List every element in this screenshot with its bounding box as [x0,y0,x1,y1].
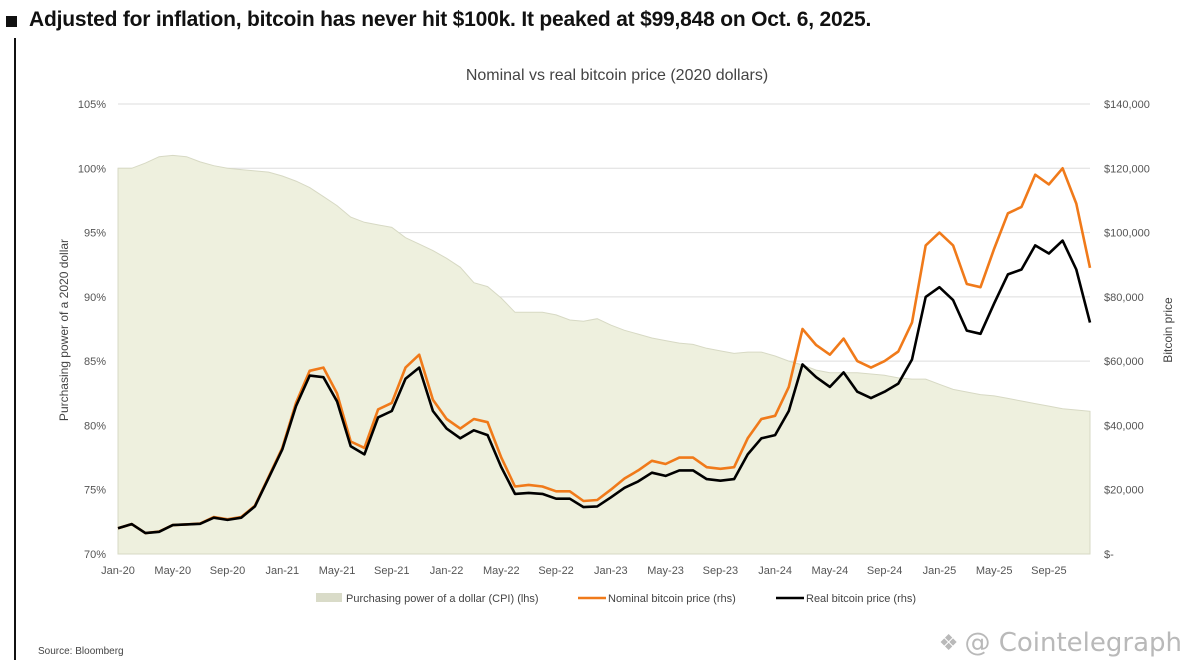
watermark-text: @ Cointelegraph [964,628,1182,658]
right-tick-label: $120,000 [1104,163,1150,175]
x-tick-label: May-23 [647,565,684,577]
price-lines [117,167,1092,535]
left-axis-title: Purchasing power of a 2020 dollar [57,239,71,421]
left-tick-label: 85% [84,356,106,368]
x-tick-label: May-25 [976,565,1013,577]
x-tick-label: May-22 [483,565,520,577]
headline-row: Adjusted for inflation, bitcoin has neve… [6,8,871,32]
left-tick-label: 95% [84,228,106,240]
x-tick-label: Sep-20 [210,565,245,577]
real-price-line [117,239,1092,535]
left-tick-label: 90% [84,292,106,304]
legend-label: Purchasing power of a dollar (CPI) (lhs) [346,593,539,605]
legend-label: Real bitcoin price (rhs) [806,593,916,605]
x-tick-label: Sep-23 [703,565,738,577]
right-tick-label: $140,000 [1104,99,1150,111]
legend-real: Real bitcoin price (rhs) [776,593,916,605]
x-tick-label: May-24 [812,565,849,577]
x-tick-label: Jan-20 [101,565,135,577]
left-axis-ticks: 105% 100% 95% 90% 85% 80% 75% 70% [78,99,106,561]
x-tick-label: Sep-22 [538,565,573,577]
x-tick-label: Jan-24 [758,565,792,577]
right-tick-label: $20,000 [1104,485,1144,497]
x-tick-label: May-20 [154,565,191,577]
x-tick-label: May-21 [319,565,356,577]
x-tick-label: Sep-21 [374,565,409,577]
x-tick-label: Jan-25 [923,565,957,577]
x-tick-label: Jan-23 [594,565,628,577]
x-tick-label: Sep-25 [1031,565,1066,577]
x-tick-label: Jan-22 [430,565,464,577]
left-tick-label: 75% [84,485,106,497]
legend-nominal: Nominal bitcoin price (rhs) [578,593,736,605]
left-tick-label: 80% [84,420,106,432]
left-rule [14,38,16,660]
right-tick-label: $80,000 [1104,292,1144,304]
right-tick-label: $60,000 [1104,356,1144,368]
legend-label: Nominal bitcoin price (rhs) [608,593,736,605]
right-tick-label: $40,000 [1104,420,1144,432]
watermark: ❖ @ Cointelegraph [939,628,1182,658]
legend: Purchasing power of a dollar (CPI) (lhs)… [316,593,916,605]
left-tick-label: 70% [84,549,106,561]
right-tick-label: $100,000 [1104,228,1150,240]
left-tick-label: 100% [78,163,106,175]
right-tick-label: $- [1104,549,1114,561]
chart-title: Nominal vs real bitcoin price (2020 doll… [466,67,768,84]
x-tick-label: Jan-21 [265,565,299,577]
headline-bullet-icon [6,15,17,27]
headline: Adjusted for inflation, bitcoin has neve… [29,8,872,31]
left-tick-label: 105% [78,99,106,111]
legend-cpi: Purchasing power of a dollar (CPI) (lhs) [316,593,539,605]
source-note: Source: Bloomberg [38,646,124,657]
cpi-area-series [117,154,1091,555]
x-tick-label: Sep-24 [867,565,902,577]
x-axis-ticks: Jan-20 May-20 Sep-20 Jan-21 May-21 Sep-21 Jan-… [101,565,1066,577]
cpi-area [117,154,1091,555]
right-axis-title: Bitcoin price [1161,297,1175,363]
binance-logo-icon: ❖ [938,630,959,656]
right-axis-ticks: $140,000 $120,000 $100,000 $80,000 $60,000 $4… [1104,99,1150,561]
legend-swatch [316,593,342,602]
